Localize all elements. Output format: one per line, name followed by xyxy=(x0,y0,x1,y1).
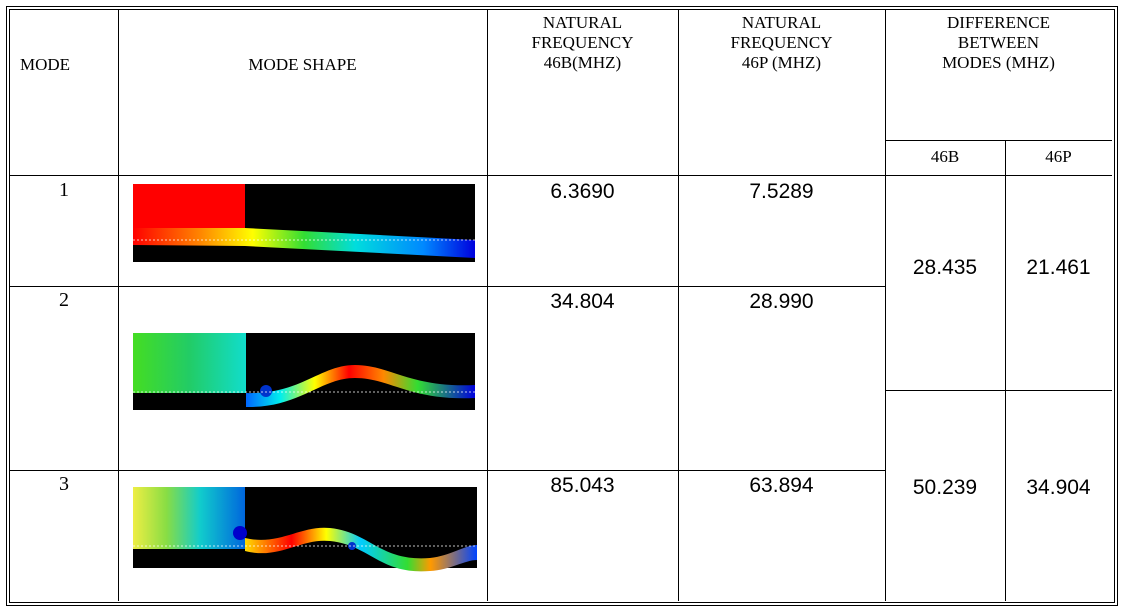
mode-shapes xyxy=(0,0,1122,611)
mode-shape-image xyxy=(133,487,477,571)
page: MODE MODE SHAPE NATURAL FREQUENCY 46B(MH… xyxy=(0,0,1122,611)
mode-shape-image xyxy=(133,184,475,262)
mode-shape-image xyxy=(133,333,475,410)
